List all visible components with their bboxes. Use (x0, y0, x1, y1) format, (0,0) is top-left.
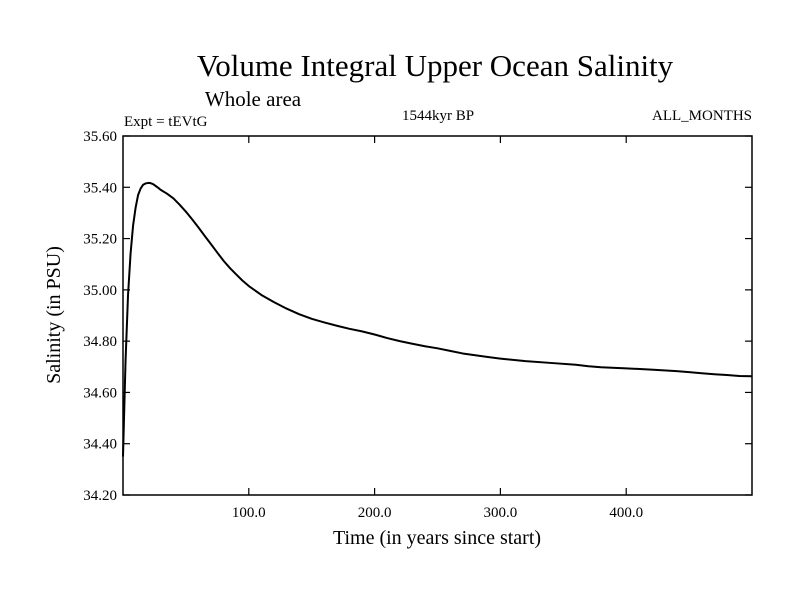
y-axis-label: Salinity (in PSU) (43, 246, 65, 384)
x-tick-label: 400.0 (609, 505, 643, 521)
chart-subtitle: Whole area (205, 87, 302, 111)
y-tick-label: 34.40 (83, 437, 117, 453)
y-tick-label: 34.80 (83, 334, 117, 350)
x-tick-label: 100.0 (232, 505, 266, 521)
months-label: ALL_MONTHS (652, 108, 752, 124)
y-tick-label: 35.60 (83, 129, 117, 145)
x-tick-label: 300.0 (484, 505, 518, 521)
x-tick-label: 200.0 (358, 505, 392, 521)
period-label: 1544kyr BP (402, 108, 474, 124)
x-axis-ticks: 100.0 200.0 300.0 400.0 (232, 136, 643, 521)
y-tick-label: 34.20 (83, 488, 117, 504)
y-tick-label: 34.60 (83, 385, 117, 401)
salinity-series-line (122, 181, 753, 457)
y-axis-ticks: 34.20 34.40 34.60 34.80 35.00 35.20 35.40 35.60 (83, 129, 752, 504)
y-tick-label: 35.40 (83, 180, 117, 196)
experiment-label: Expt = tEVtG (124, 114, 208, 130)
plot-frame (122, 135, 753, 496)
chart-title: Volume Integral Upper Ocean Salinity (197, 48, 674, 83)
y-tick-label: 35.00 (83, 283, 117, 299)
x-axis-label: Time (in years since start) (333, 527, 541, 549)
y-tick-label: 35.20 (83, 232, 117, 248)
